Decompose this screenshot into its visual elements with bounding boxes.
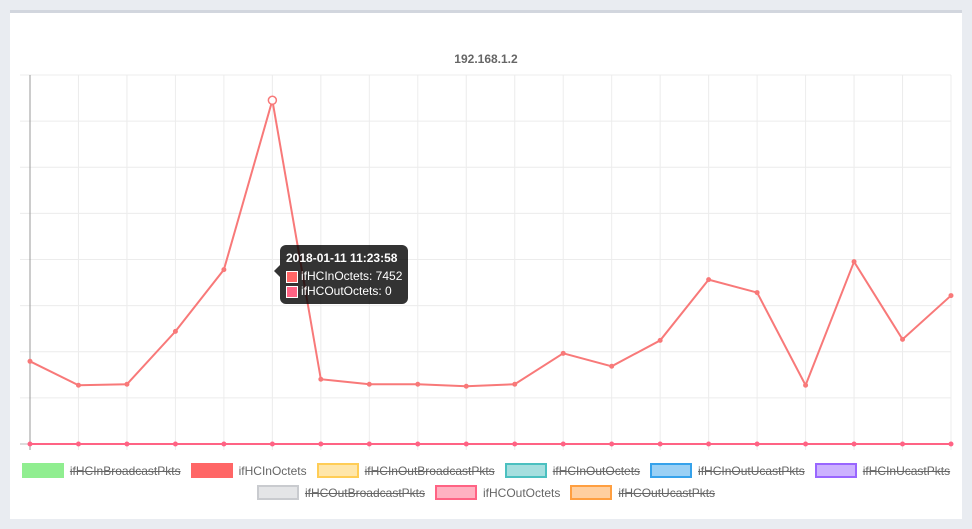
data-point <box>948 441 954 447</box>
chart-card <box>10 10 962 519</box>
legend-label: ifHCOutOctets <box>483 485 561 500</box>
legend-label: ifHCInOutBroadcastPkts <box>364 463 495 478</box>
data-point <box>463 441 469 447</box>
data-point <box>754 441 760 447</box>
legend-label: ifHCInOutUcastPkts <box>698 463 805 478</box>
data-point <box>415 381 421 387</box>
chart-tooltip: 2018-01-11 11:23:58 ifHCInOctets: 7452 i… <box>273 245 409 304</box>
data-point <box>706 441 712 447</box>
legend-label: ifHCInOctets <box>238 463 307 478</box>
data-point <box>900 441 906 447</box>
data-point <box>124 381 130 387</box>
legend-label: ifHCInUcastPkts <box>862 463 951 478</box>
data-point <box>609 441 615 447</box>
data-point <box>754 290 760 296</box>
tooltip-title: 2018-01-11 11:23:58 <box>286 251 398 265</box>
data-point <box>172 328 178 334</box>
data-point <box>900 336 906 342</box>
legend-row-1: ifHCInBroadcastPkts ifHCInOctets ifHCInOut… <box>0 463 972 481</box>
legend-item-ifHCOutBroadcastPkts[interactable]: ifHCOutBroadcastPkts <box>256 485 425 500</box>
legend-swatch <box>650 463 693 478</box>
legend-swatch <box>570 485 613 500</box>
tooltip-row: ifHCInOctets: 7452 <box>286 269 402 284</box>
tooltip-swatch <box>286 270 298 283</box>
data-point <box>657 441 663 447</box>
tooltip-swatch <box>286 285 298 298</box>
legend-label: ifHCInBroadcastPkts <box>69 463 181 478</box>
data-point <box>366 441 372 447</box>
data-point <box>948 293 954 299</box>
data-point <box>803 382 809 388</box>
data-point <box>318 441 324 447</box>
legend-swatch <box>21 463 64 478</box>
data-point <box>463 383 469 389</box>
data-point <box>706 277 712 283</box>
data-point <box>221 267 227 273</box>
legend-item-ifHCInOutOctets[interactable]: ifHCInOutOctets <box>504 463 641 478</box>
tooltip-label: ifHCOutOctets: 0 <box>301 284 392 298</box>
legend-item-ifHCInBroadcastPkts[interactable]: ifHCInBroadcastPkts <box>21 463 181 478</box>
data-point <box>75 441 81 447</box>
legend-label: ifHCOutUcastPkts <box>618 485 716 500</box>
data-point <box>560 350 566 356</box>
data-point <box>172 441 178 447</box>
data-point <box>415 441 421 447</box>
data-point <box>27 358 33 364</box>
data-point <box>221 441 227 447</box>
legend-swatch <box>435 485 477 500</box>
legend-item-ifHCInUcastPkts[interactable]: ifHCInUcastPkts <box>814 463 951 478</box>
legend-item-ifHCOutUcastPkts[interactable]: ifHCOutUcastPkts <box>570 485 715 500</box>
legend-item-ifHCInOutUcastPkts[interactable]: ifHCInOutUcastPkts <box>650 463 805 478</box>
data-point <box>803 441 809 447</box>
data-point <box>851 441 857 447</box>
chart-title: 192.168.1.2 <box>454 52 518 66</box>
legend-item-ifHCInOutBroadcastPkts[interactable]: ifHCInOutBroadcastPkts <box>316 463 495 478</box>
data-point <box>27 441 33 447</box>
legend-swatch <box>504 463 547 478</box>
data-point <box>267 95 278 106</box>
data-point <box>366 381 372 387</box>
legend-label: ifHCInOutOctets <box>552 463 641 478</box>
data-point <box>851 259 857 265</box>
data-point <box>512 441 518 447</box>
legend-item-ifHCInOctets[interactable]: ifHCInOctets <box>190 463 307 478</box>
data-point <box>75 382 81 388</box>
data-point <box>318 376 324 382</box>
tooltip-label: ifHCInOctets: 7452 <box>301 269 403 283</box>
data-point <box>124 441 130 447</box>
tooltip-row: ifHCOutOctets: 0 <box>286 284 402 299</box>
legend-swatch <box>190 463 233 478</box>
data-point <box>512 381 518 387</box>
legend-swatch <box>814 463 857 478</box>
data-point <box>269 441 275 447</box>
data-point <box>609 363 615 369</box>
legend-swatch <box>316 463 359 478</box>
legend-label: ifHCOutBroadcastPkts <box>304 485 425 500</box>
legend-item-ifHCOutOctets[interactable]: ifHCOutOctets <box>435 485 560 500</box>
legend-row-2: ifHCOutBroadcastPkts ifHCOutOctets ifHCOut… <box>0 485 972 503</box>
legend-swatch <box>256 485 299 500</box>
data-point <box>657 337 663 343</box>
data-point <box>560 441 566 447</box>
series-line-ifHCInOctets <box>29 100 952 388</box>
